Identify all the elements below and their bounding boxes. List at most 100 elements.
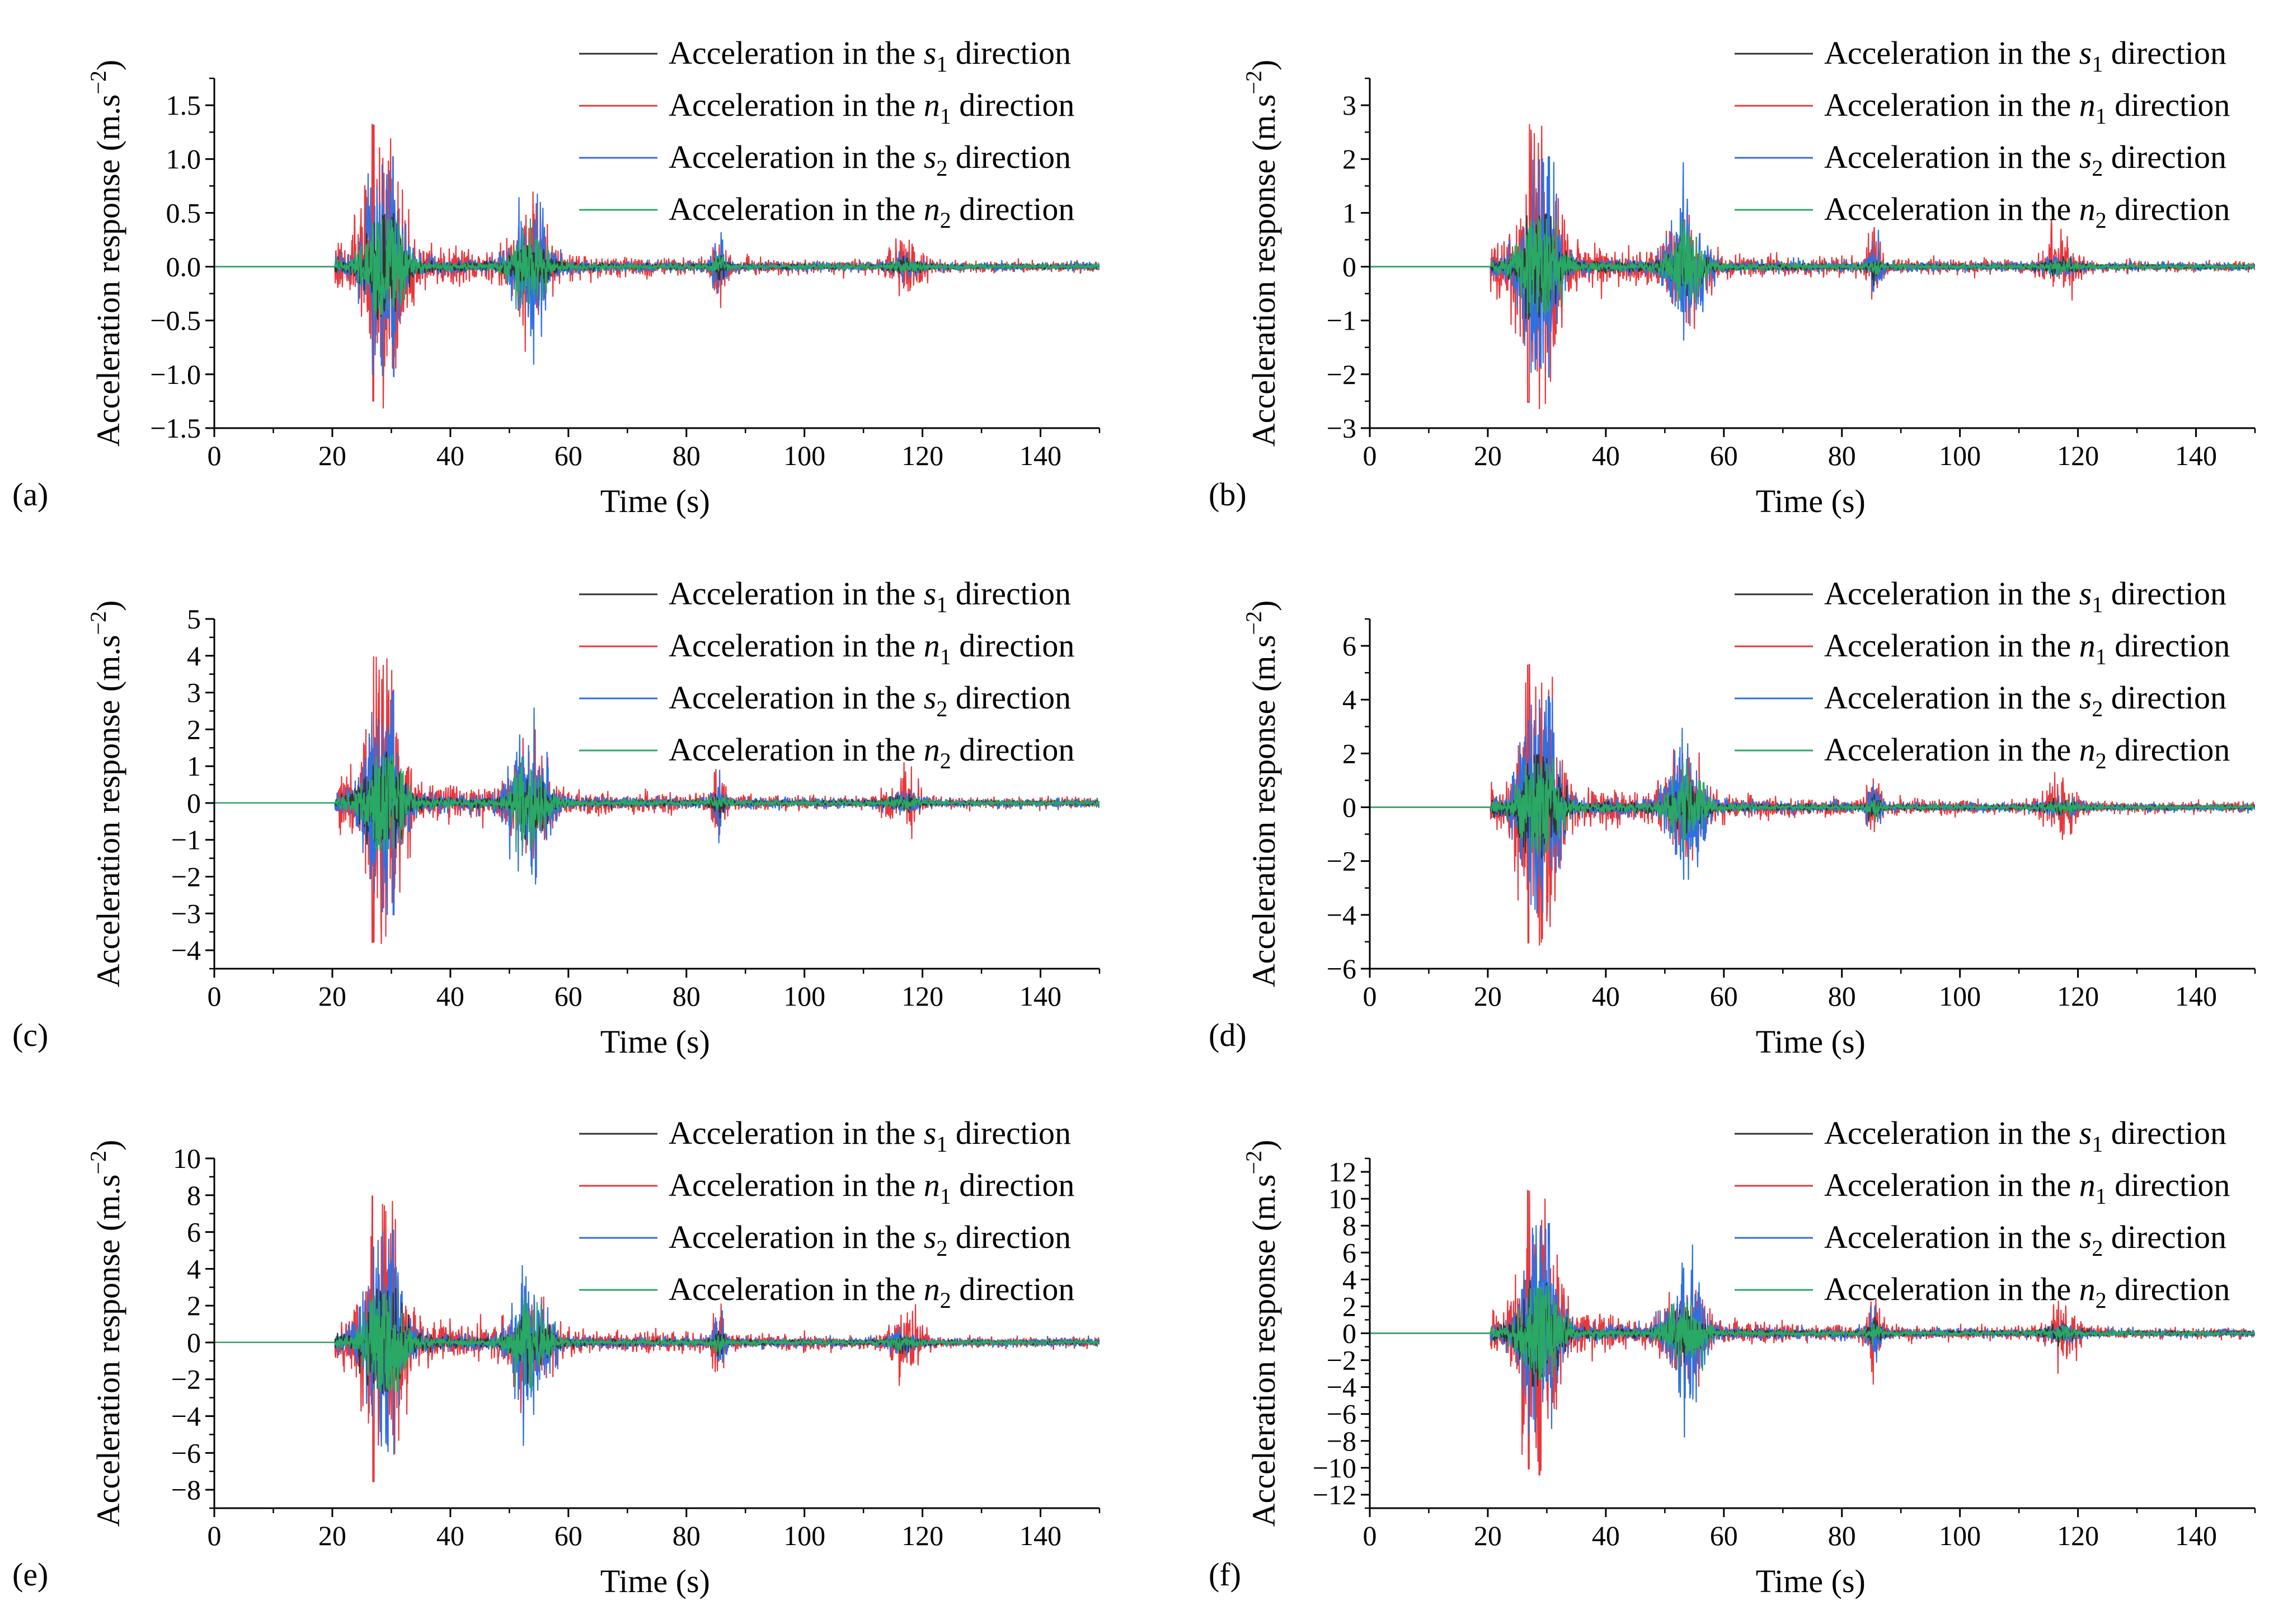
series-line-n2 (1370, 759, 2255, 856)
legend-suffix: direction (2103, 1115, 2226, 1151)
x-tick-label: 0 (208, 1520, 222, 1551)
x-tick-label: 120 (901, 1520, 943, 1551)
legend-suffix: direction (2103, 1219, 2226, 1255)
legend-var: s (924, 575, 937, 612)
y-axis-label: Acceleration response (m.s−2) (1241, 600, 1282, 988)
legend-entry: Acceleration in the s2 direction (669, 679, 1071, 721)
x-tick-label: 100 (783, 980, 825, 1012)
y-tick-label: 3 (1342, 90, 1356, 121)
y-axis-label-text: Acceleration response (m.s (1246, 635, 1282, 988)
legend-entry: Acceleration in the n1 direction (1824, 87, 2230, 129)
legend-sub: 1 (936, 51, 947, 77)
legend-sub: 1 (2096, 644, 2107, 669)
legend-entry: Acceleration in the n1 direction (669, 87, 1074, 129)
legend-sub: 2 (2096, 1288, 2107, 1313)
legend-entry: Acceleration in the s1 direction (1824, 1115, 2226, 1157)
y-tick-label: −1 (1327, 305, 1356, 336)
x-tick-label: 40 (1592, 1520, 1620, 1551)
legend-var: n (2079, 627, 2096, 664)
legend-sub: 2 (2092, 156, 2103, 181)
legend-sub: 1 (2092, 592, 2103, 617)
x-tick-label: 120 (2057, 1520, 2099, 1551)
x-axis-label: Time (s) (1756, 1024, 1866, 1060)
legend-sub: 2 (940, 1288, 951, 1313)
legend-var: n (924, 191, 940, 227)
panel-label: (a) (12, 476, 48, 513)
legend-sub: 1 (940, 644, 951, 669)
y-tick-label: −1 (171, 824, 201, 856)
legend-sub: 2 (936, 696, 947, 721)
y-tick-label: 6 (1342, 1237, 1356, 1268)
x-tick-label: 120 (901, 440, 943, 471)
legend-text: Acceleration in the (669, 1271, 924, 1307)
legend-suffix: direction (951, 1167, 1075, 1203)
x-tick-label: 40 (436, 440, 464, 471)
y-tick-label: 2 (1342, 143, 1356, 175)
chart-panel-d: 0 20 40 60 80 100 120 140 −6 −4 −2 0 2 4 6 Time (s) Acce… (1209, 575, 2256, 1060)
series-group (1370, 1190, 2255, 1476)
y-tick-label: 1 (187, 750, 201, 782)
legend-var: n (2079, 731, 2096, 768)
legend-text: Acceleration in the (1824, 1115, 2079, 1151)
legend-suffix: direction (947, 139, 1071, 175)
x-tick-label: 60 (555, 1520, 582, 1551)
x-tick-label: 80 (673, 980, 701, 1012)
legend-var: n (2079, 1271, 2096, 1307)
legend-var: s (924, 1219, 937, 1255)
legend-sub: 2 (940, 748, 951, 773)
legend-suffix: direction (951, 1271, 1075, 1307)
legend-suffix: direction (2107, 627, 2230, 664)
legend-var: n (2079, 191, 2096, 227)
legend-entry: Acceleration in the n1 direction (1824, 627, 2230, 669)
y-axis-label: Acceleration response (m.s−2) (86, 60, 126, 447)
y-tick-label: 1 (1342, 197, 1356, 228)
y-tick-label: −2 (1327, 846, 1356, 877)
series-group (214, 124, 1100, 409)
x-tick-label: 60 (1710, 980, 1738, 1012)
y-tick-label: −4 (1327, 1372, 1356, 1403)
legend-sub: 1 (936, 592, 947, 617)
legend-sub: 1 (2092, 51, 2103, 77)
y-tick-label: 0 (187, 1327, 201, 1358)
legend-entry: Acceleration in the n2 direction (1824, 731, 2230, 773)
legend-var: s (2079, 139, 2092, 175)
legend-sub: 1 (940, 1184, 951, 1209)
x-tick-label: 20 (1474, 980, 1502, 1012)
legend-var: n (924, 1167, 940, 1203)
legend-entry: Acceleration in the s1 direction (669, 575, 1071, 617)
legend-suffix: direction (2103, 35, 2226, 71)
x-tick-label: 140 (2175, 440, 2217, 471)
x-tick-label: 80 (1828, 1520, 1856, 1551)
legend-sub: 1 (2092, 1132, 2103, 1157)
legend-entry: Acceleration in the s2 direction (1824, 1219, 2226, 1261)
legend-text: Acceleration in the (669, 35, 924, 71)
legend-var: n (924, 627, 940, 664)
legend-entry: Acceleration in the n1 direction (669, 1167, 1074, 1209)
legend-sub: 2 (2092, 696, 2103, 721)
x-tick-label: 20 (318, 1520, 346, 1551)
legend-text: Acceleration in the (1824, 731, 2079, 768)
x-axis-label: Time (s) (1756, 483, 1866, 519)
legend-entry: Acceleration in the n1 direction (1824, 1167, 2230, 1209)
legend-text: Acceleration in the (1824, 679, 2079, 716)
y-tick-label: −2 (1327, 359, 1356, 390)
x-axis-label: Time (s) (600, 1024, 710, 1060)
x-tick-label: 120 (901, 980, 943, 1012)
x-tick-label: 60 (1710, 1520, 1738, 1551)
legend-var: s (924, 35, 937, 71)
legend-entry: Acceleration in the n2 direction (669, 191, 1074, 233)
y-axis-label-text: Acceleration response (m.s (1246, 1175, 1282, 1527)
legend-entry: Acceleration in the n2 direction (669, 1271, 1074, 1313)
x-tick-label: 100 (783, 440, 825, 471)
legend-sub: 2 (2096, 208, 2107, 233)
y-tick-label: 2 (1342, 738, 1356, 769)
y-axis-label-sup: −2 (1241, 611, 1266, 635)
legend-text: Acceleration in the (669, 191, 924, 227)
series-line-n2 (1370, 218, 2255, 315)
y-tick-label: 0 (1342, 792, 1356, 823)
x-tick-label: 140 (2175, 980, 2217, 1012)
y-tick-label: 1.5 (166, 90, 201, 121)
legend-entry: Acceleration in the n2 direction (1824, 191, 2230, 233)
legend-sub: 2 (936, 1236, 947, 1261)
legend-text: Acceleration in the (1824, 1219, 2079, 1255)
